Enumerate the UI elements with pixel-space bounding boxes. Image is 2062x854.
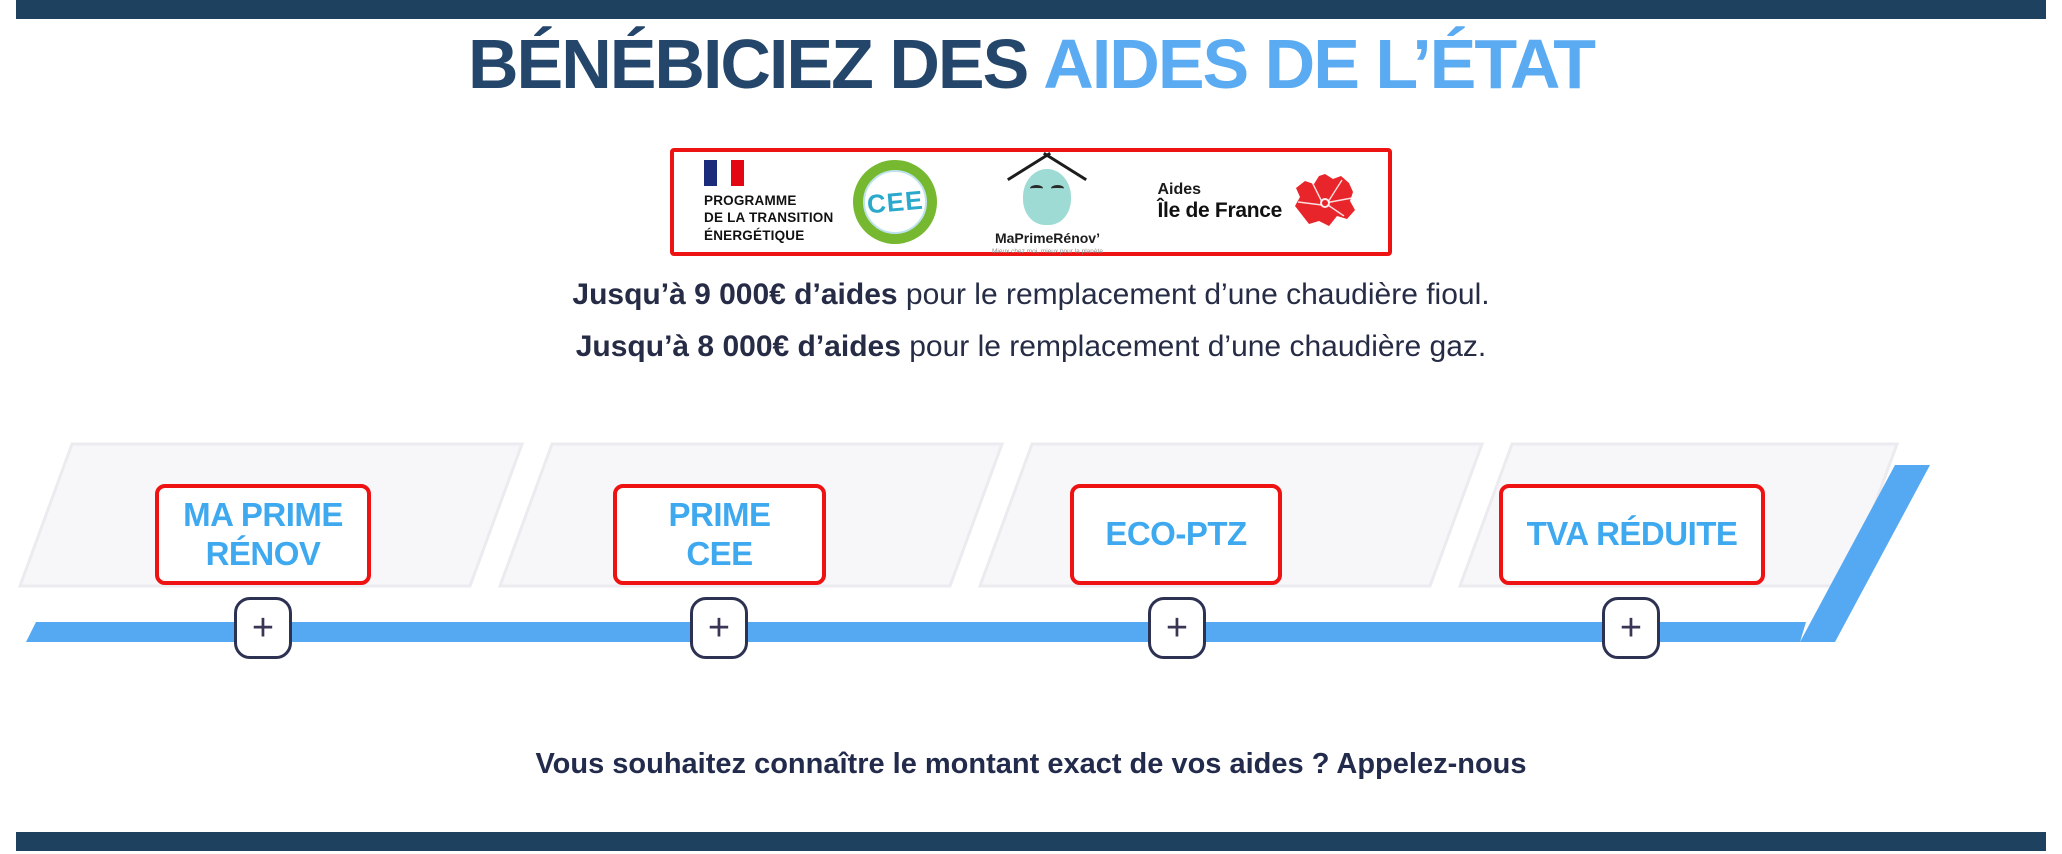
ile-de-france-map-icon (1295, 174, 1355, 226)
cta-call-us: Vous souhaitez connaître le montant exac… (535, 748, 1527, 780)
aid-card-tva-reduite: TVA RÉDUITE (1499, 484, 1765, 585)
cee-label: CEE (865, 184, 925, 219)
aid-amount-gaz: Jusqu’à 8 000€ d’aides pour le remplacem… (0, 330, 2062, 364)
idf-region-label: Île de France (1157, 199, 1283, 222)
timeline-arrow-tip (1800, 465, 1930, 642)
maprimerenov-mascot-icon (1023, 169, 1072, 225)
cee-badge-inner: CEE (863, 170, 928, 234)
programme-transition-label: PROGRAMME DE LA TRANSITION ÉNERGÉTIQUE (704, 192, 833, 245)
programme-line3: ÉNERGÉTIQUE (704, 227, 805, 243)
timeline-bar (26, 622, 1806, 642)
expand-button-prime-cee[interactable]: + (690, 597, 748, 659)
aid-card-prime-cee: PRIME CEE (613, 484, 826, 585)
page-title: BÉNÉBICIEZ DES AIDES DE L’ÉTAT (0, 25, 2062, 103)
aid-amount-fioul-rest: pour le remplacement d’une chaudière fio… (897, 278, 1490, 311)
partner-logos-strip: PROGRAMME DE LA TRANSITION ÉNERGÉTIQUE C… (670, 148, 1392, 256)
aid-card-ma-prime-renov: MA PRIME RÉNOV (155, 484, 371, 585)
aid-amount-gaz-rest: pour le remplacement d’une chaudière gaz… (900, 330, 1487, 363)
maprimerenov-label: MaPrimeRénov’ (994, 230, 1100, 246)
programme-line2: DE LA TRANSITION (704, 210, 834, 226)
expand-button-ma-prime-renov[interactable]: + (234, 597, 292, 659)
logo-programme-transition: PROGRAMME DE LA TRANSITION ÉNERGÉTIQUE (704, 159, 833, 245)
bottom-navy-bar (16, 832, 2046, 851)
page-title-dark: BÉNÉBICIEZ DES (467, 25, 1029, 103)
aid-amount-fioul-bold: Jusqu’à 9 000€ d’aides (572, 278, 898, 311)
aid-amount-gaz-bold: Jusqu’à 8 000€ d’aides (575, 330, 901, 363)
page-title-accent: AIDES DE L’ÉTAT (1043, 25, 1596, 103)
expand-button-eco-ptz[interactable]: + (1148, 597, 1206, 659)
cee-badge-icon: CEE (853, 160, 938, 244)
aid-card-eco-ptz: ECO-PTZ (1070, 484, 1282, 585)
programme-line1: PROGRAMME (704, 192, 797, 208)
top-navy-bar (16, 0, 2046, 19)
expand-button-tva-reduite[interactable]: + (1602, 597, 1660, 659)
french-flag-icon (704, 159, 744, 186)
aid-amount-fioul: Jusqu’à 9 000€ d’aides pour le remplacem… (0, 278, 2062, 312)
logo-ile-de-france: Aides Île de France (1158, 172, 1359, 232)
maprimerenov-tagline: Mieux chez moi, mieux pour la planète (992, 248, 1103, 255)
logo-maprimerenov: MaPrimeRénov’ Mieux chez moi, mieux pour… (957, 149, 1137, 255)
idf-aides-label: Aides (1157, 181, 1202, 198)
